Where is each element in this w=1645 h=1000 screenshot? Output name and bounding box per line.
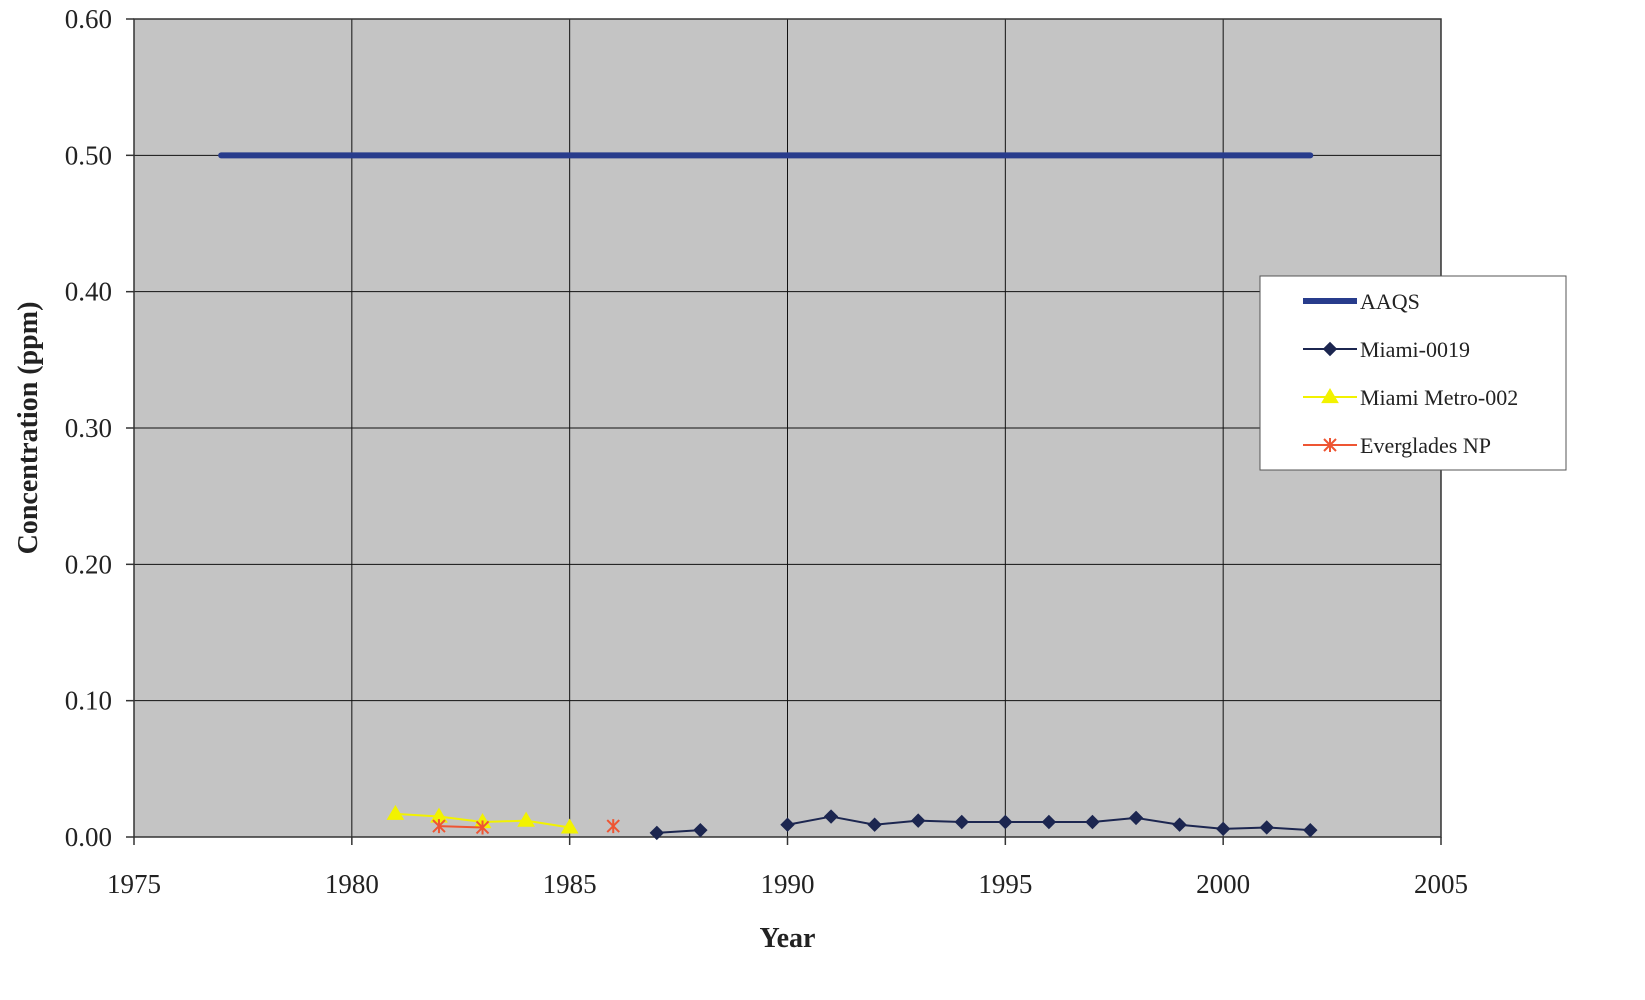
y-tick-label: 0.40 [65,277,112,307]
legend-label: Miami Metro-002 [1360,385,1518,410]
y-axis-title: Concentration (ppm) [13,302,44,555]
x-tick-label: 2000 [1196,869,1250,899]
y-tick-label: 0.20 [65,549,112,579]
legend-label: AAQS [1360,289,1420,314]
x-tick-label: 1990 [761,869,815,899]
series-line [439,826,483,827]
legend-label: Miami-0019 [1360,337,1470,362]
x-tick-label: 1985 [543,869,597,899]
x-tick-label: 1975 [107,869,161,899]
y-tick-label: 0.30 [65,413,112,443]
y-tick-label: 0.00 [65,822,112,852]
y-tick-label: 0.10 [65,686,112,716]
x-tick-label: 2005 [1414,869,1468,899]
y-tick-label: 0.50 [65,140,112,170]
x-tick-label: 1995 [978,869,1032,899]
y-tick-label: 0.60 [65,4,112,34]
legend: AAQS Miami-0019 Miami Metro-002 Everglades … [1260,276,1566,470]
x-tick-label: 1980 [325,869,379,899]
legend-label: Everglades NP [1360,433,1491,458]
x-axis-title: Year [760,923,816,954]
